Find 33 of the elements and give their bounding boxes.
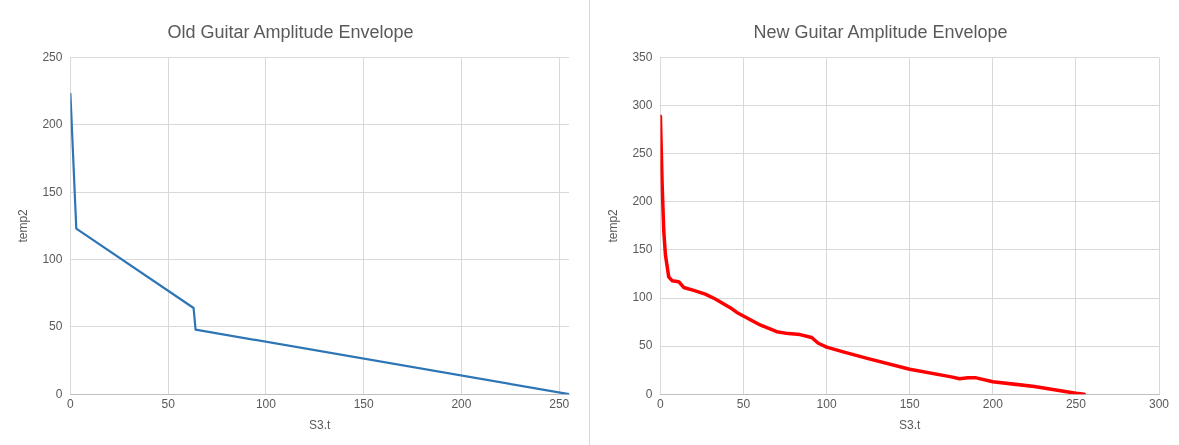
- x-tick-label: 200: [451, 396, 472, 411]
- x-tick-label: 150: [899, 396, 921, 411]
- y-tick-label: 350: [632, 49, 653, 64]
- x-tick-label: 50: [736, 396, 751, 411]
- y-tick-label: 100: [632, 290, 653, 305]
- y-tick-label: 200: [632, 194, 653, 209]
- y-tick-label: 50: [639, 338, 653, 353]
- y-tick-label: 100: [42, 251, 63, 266]
- x-tick-label: 0: [657, 396, 665, 411]
- x-tick-label: 150: [353, 396, 375, 411]
- chart-title: New Guitar Amplitude Envelope: [753, 21, 1008, 42]
- x-tick-label: 50: [161, 396, 176, 411]
- chart-title: Old Guitar Amplitude Envelope: [167, 21, 414, 42]
- y-tick-label: 0: [55, 386, 63, 401]
- x-tick-label: 250: [1065, 396, 1087, 411]
- y-tick-label: 150: [632, 242, 653, 257]
- y-axis-title: temp2: [605, 208, 620, 243]
- x-tick-label: 200: [982, 396, 1004, 411]
- y-axis-title: temp2: [15, 208, 30, 243]
- y-tick-label: 200: [42, 117, 63, 132]
- x-axis-title: S3.t: [309, 418, 332, 433]
- y-tick-label: 50: [49, 319, 63, 334]
- x-tick-label: 100: [816, 396, 837, 411]
- y-tick-label: 150: [42, 184, 63, 199]
- x-tick-label: 100: [255, 396, 277, 411]
- y-tick-label: 300: [632, 98, 653, 112]
- y-tick-label: 250: [632, 146, 653, 161]
- x-axis-title: S3.t: [899, 418, 922, 433]
- x-tick-label: 300: [1148, 396, 1170, 411]
- y-tick-label: 0: [645, 386, 653, 401]
- y-tick-label: 250: [42, 49, 63, 64]
- x-tick-label: 0: [67, 396, 75, 411]
- x-tick-label: 250: [549, 396, 570, 411]
